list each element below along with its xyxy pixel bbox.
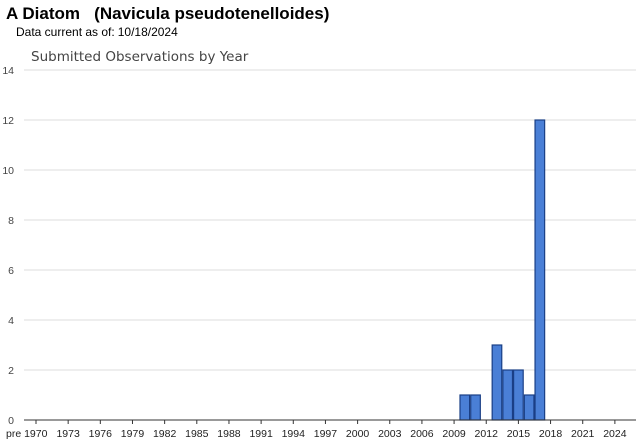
x-tick-label: 1979: [121, 428, 145, 440]
y-axis: 0 2 4 6 8 10 12 14: [2, 65, 14, 427]
x-tick-label: 2018: [539, 428, 563, 440]
x-tick-label: 2021: [571, 428, 595, 440]
bar-2014[interactable]: [502, 369, 514, 421]
page-title: A Diatom (Navicula pseudotenelloides): [6, 4, 330, 23]
bar-2010[interactable]: [459, 394, 471, 421]
x-tick-label: 2012: [475, 428, 499, 440]
y-tick-label: 14: [2, 65, 14, 77]
y-tick-label: 0: [8, 415, 14, 427]
bar-2016[interactable]: [523, 394, 535, 421]
y-tick-label: 12: [2, 115, 14, 127]
x-tick-label: 1997: [314, 428, 338, 440]
x-tick-label: 2003: [378, 428, 402, 440]
gridlines: [24, 69, 636, 371]
x-tick-label: 2024: [603, 428, 627, 440]
x-tick-label: 1991: [249, 428, 273, 440]
bar-2013[interactable]: [491, 344, 503, 421]
x-tick-label: 2009: [442, 428, 466, 440]
y-tick-label: 6: [8, 265, 14, 277]
x-axis: pre 1970 1973 1976 1979 1982 1985 1988 1991 1994…: [6, 420, 627, 440]
x-tick-label: 1994: [282, 428, 306, 440]
x-tick-label: 1973: [56, 428, 80, 440]
x-tick-label: pre 1970: [6, 428, 48, 440]
y-tick-label: 8: [8, 215, 14, 227]
x-tick-label: 2000: [346, 428, 370, 440]
bar-2017[interactable]: [534, 119, 546, 421]
x-tick-label: 1982: [153, 428, 177, 440]
data-current-date: 10/18/2024: [117, 25, 178, 39]
x-tick-label: 1988: [217, 428, 241, 440]
y-tick-label: 4: [8, 315, 14, 327]
x-tick-label: 1985: [185, 428, 209, 440]
y-tick-label: 10: [2, 165, 14, 177]
x-tick-label: 1976: [89, 428, 113, 440]
y-tick-label: 2: [8, 365, 14, 377]
chart-title: Submitted Observations by Year: [31, 49, 249, 65]
bar-2015[interactable]: [512, 369, 524, 421]
x-tick-label: 2015: [507, 428, 531, 440]
x-tick-label: 2006: [410, 428, 434, 440]
data-current-line: Data current as of: 10/18/2024: [16, 25, 178, 39]
data-current-label: Data current as of:: [16, 25, 115, 39]
bar-2011[interactable]: [470, 394, 481, 421]
